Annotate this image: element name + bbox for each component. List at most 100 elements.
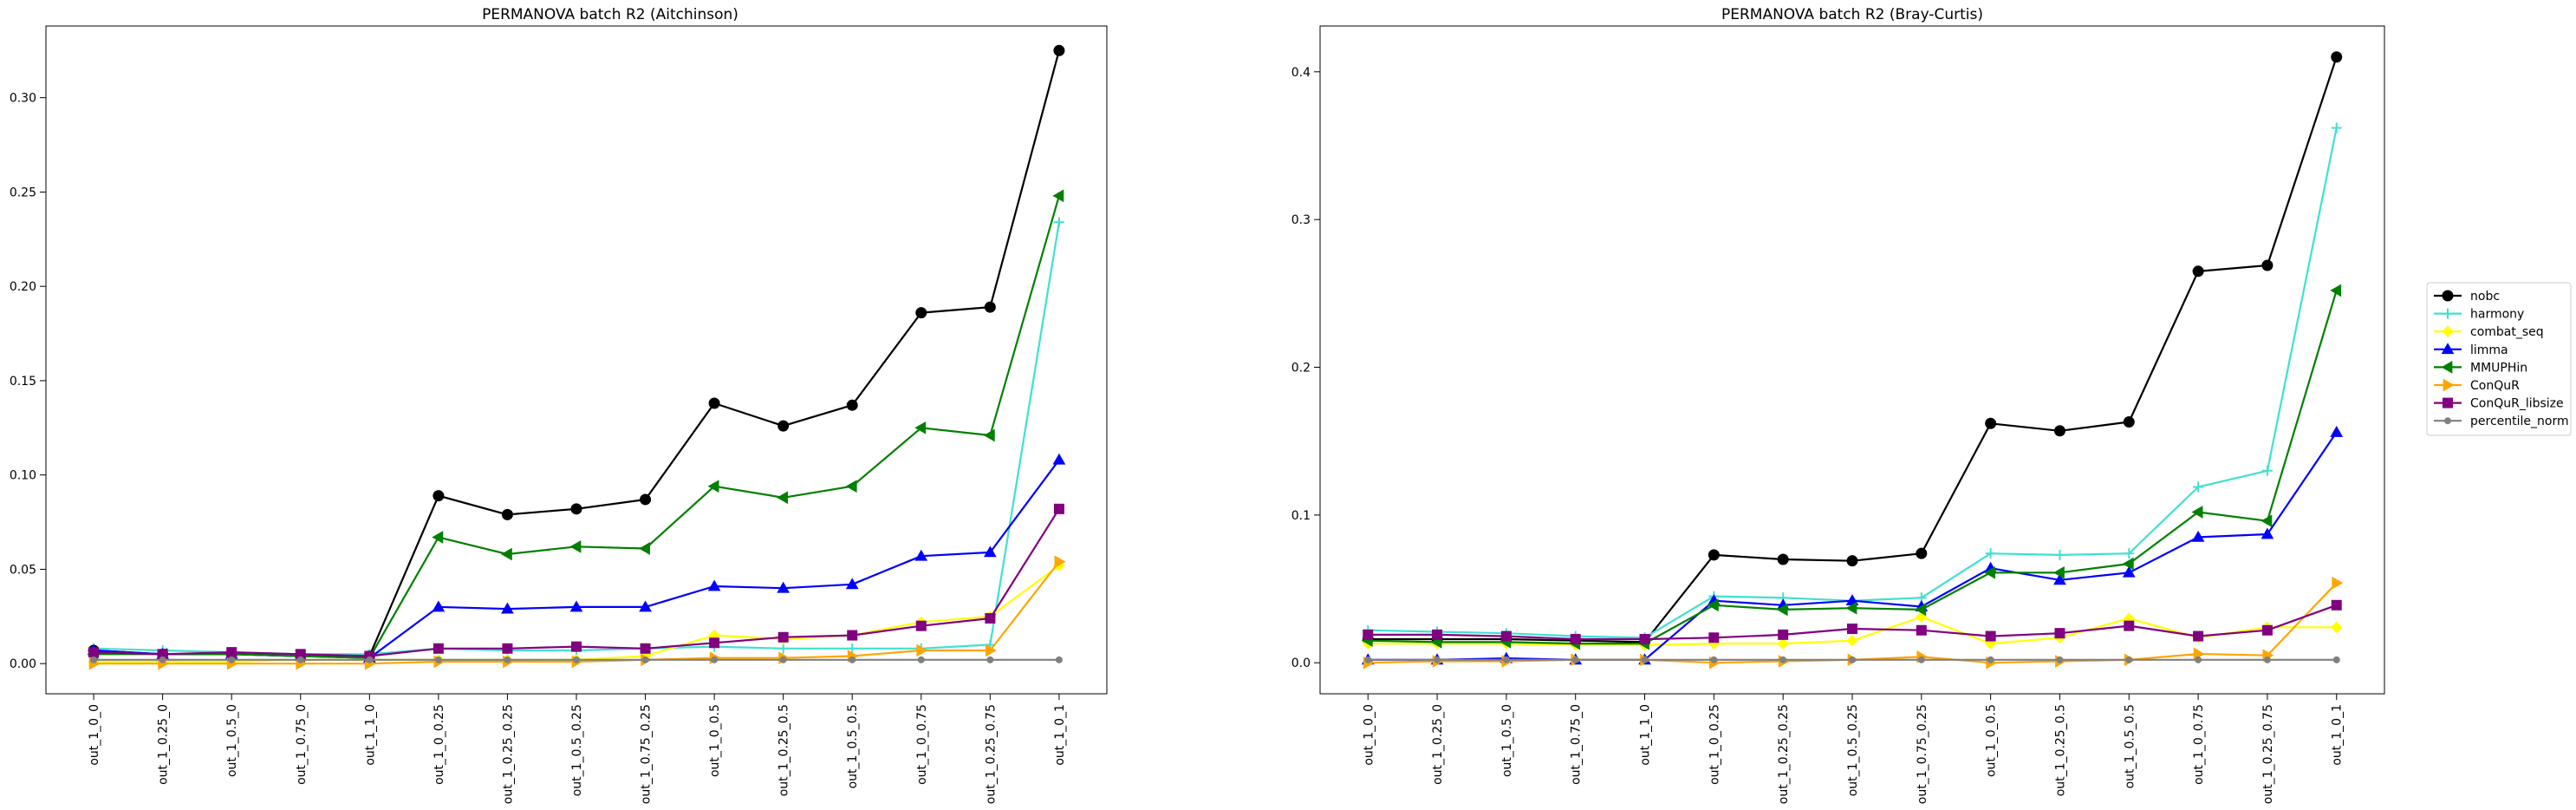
x-tick-label: out_1_0_1 [1053,704,1067,766]
data-point-MMUPHin [1776,603,1788,617]
data-point-nobc [1053,44,1065,56]
data-point-ConQuR_libsize [1916,624,1927,636]
chart-aitchinson: PERMANOVA batch R2 (Aitchinson) 0.00 0.05… [10,6,1108,804]
data-point-limma [1052,453,1066,465]
x-tick-label: out_1_0.75_0 [1570,704,1584,785]
data-point-percentile_norm [2195,656,2202,663]
data-point-limma [2053,573,2066,585]
data-point-nobc [984,301,996,313]
y-tick-label: 0.2 [1291,362,1311,376]
data-point-ConQuR [985,643,997,657]
y-tick-label: 0.4 [1291,66,1311,80]
data-point-percentile_norm [1434,656,1441,663]
y-tick-label: 0.30 [10,92,36,106]
data-point-ConQuR_libsize [709,637,720,649]
data-point-MMUPHin [500,547,512,561]
chart-title: PERMANOVA batch R2 (Aitchinson) [482,6,738,23]
data-point-harmony [1985,548,1996,559]
data-point-percentile_norm [2056,656,2064,663]
data-point-ConQuR [1054,555,1066,569]
data-point-ConQuR_libsize [1708,632,1720,643]
plot-frame [1319,25,2385,695]
data-point-ConQuR_libsize [1778,629,1789,640]
legend-marker [2443,308,2453,319]
data-point-harmony [847,643,858,654]
series-line-nobc [1368,56,2338,643]
x-tick-label: out_1_0.25_0.25 [501,704,515,804]
data-point-combat_seq [2331,621,2343,634]
data-point-limma [707,579,721,591]
data-point-limma [432,600,446,612]
x-tick-label: out_1_0_0.25 [433,704,446,785]
data-point-nobc [708,397,720,409]
data-point-nobc [846,399,858,411]
data-point-percentile_norm [434,656,442,663]
data-point-MMUPHin [1845,601,1857,615]
data-point-ConQuR_libsize [777,631,789,643]
data-point-nobc [570,503,582,515]
x-tick-label: out_1_0_0.75 [915,704,929,785]
data-point-nobc [1777,553,1789,565]
data-point-ConQuR [2332,576,2344,590]
x-tick-label: out_1_0_0.5 [1985,704,1999,777]
data-point-MMUPHin [2122,557,2134,571]
data-point-limma [639,600,652,612]
data-point-nobc [2192,265,2204,278]
data-point-MMUPHin [707,480,719,493]
chart-bray-curtis: PERMANOVA batch R2 (Bray-Curtis) 0.00.10… [1291,6,2385,804]
series-line-ConQuR_libsize [94,508,1060,657]
x-tick-label: out_1_0_0.5 [708,704,722,777]
legend-entry-MMUPHin: MMUPHin [2434,361,2527,375]
legend-entry-harmony: harmony [2434,308,2524,322]
x-tick-label: out_1_0_0.25 [1708,704,1721,785]
data-point-ConQuR_libsize [1053,503,1064,514]
data-point-harmony [2054,549,2065,560]
data-point-percentile_norm [228,656,236,663]
data-point-harmony [777,643,789,654]
data-point-limma [777,581,790,593]
y-tick-label: 0.05 [10,563,36,577]
data-point-percentile_norm [641,656,649,663]
x-tick-label: out_1_0_1 [2331,704,2345,766]
x-tick-label: out_1_0_0 [1362,704,1376,766]
data-point-limma [2122,565,2136,578]
x-tick-label: out_1_0.5_0.25 [1846,704,1860,796]
data-point-ConQuR_libsize [88,647,100,658]
data-point-nobc [777,420,790,432]
data-point-percentile_norm [1055,656,1063,663]
data-point-ConQuR_libsize [1363,629,1374,640]
data-point-nobc [915,307,927,319]
data-point-ConQuR_libsize [502,643,513,654]
data-point-percentile_norm [1710,656,1718,663]
legend-label: harmony [2470,308,2524,322]
data-point-harmony [2193,481,2204,493]
series-MMUPHin [1361,284,2342,650]
data-point-ConQuR_libsize [1500,630,1512,642]
data-point-harmony [2331,122,2342,134]
y-tick-label: 0.15 [10,375,36,389]
legend-marker [2443,397,2453,408]
data-point-percentile_norm [1641,656,1649,663]
data-point-combat_seq [1846,634,1858,647]
data-point-ConQuR_libsize [640,643,651,654]
data-point-percentile_norm [159,656,166,663]
legend-label: combat_seq [2470,325,2544,339]
data-point-percentile_norm [1364,656,1372,663]
data-point-percentile_norm [1779,656,1787,663]
legend-entry-limma: limma [2434,343,2508,357]
data-point-ConQuR_libsize [1639,633,1650,644]
data-point-nobc [640,493,652,506]
data-point-ConQuR_libsize [2261,624,2273,636]
data-point-percentile_norm [573,656,580,663]
data-point-percentile_norm [366,656,374,663]
x-tick-label: out_1_0.75_0.25 [640,704,654,804]
series-line-harmony [94,222,1060,656]
data-point-nobc [1985,417,1997,429]
legend-marker [2442,325,2454,337]
data-point-MMUPHin [777,491,789,505]
y-tick-label: 0.3 [1291,213,1311,227]
data-point-ConQuR_libsize [2193,630,2204,642]
legend-label: nobc [2470,290,2500,304]
